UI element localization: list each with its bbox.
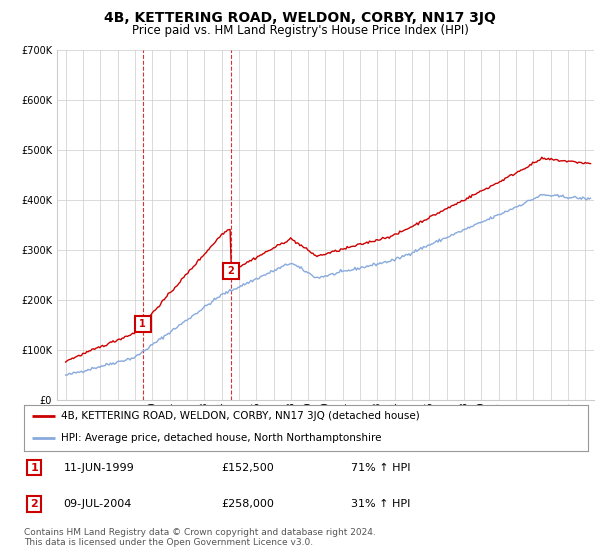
Text: 31% ↑ HPI: 31% ↑ HPI [351,499,410,509]
Text: £258,000: £258,000 [221,499,274,509]
Text: 09-JUL-2004: 09-JUL-2004 [64,499,132,509]
Text: 11-JUN-1999: 11-JUN-1999 [64,463,134,473]
Text: Price paid vs. HM Land Registry's House Price Index (HPI): Price paid vs. HM Land Registry's House … [131,24,469,36]
Text: 71% ↑ HPI: 71% ↑ HPI [351,463,410,473]
Text: 1: 1 [30,463,38,473]
Text: HPI: Average price, detached house, North Northamptonshire: HPI: Average price, detached house, Nort… [61,433,381,444]
Text: 4B, KETTERING ROAD, WELDON, CORBY, NN17 3JQ: 4B, KETTERING ROAD, WELDON, CORBY, NN17 … [104,11,496,25]
Text: 4B, KETTERING ROAD, WELDON, CORBY, NN17 3JQ (detached house): 4B, KETTERING ROAD, WELDON, CORBY, NN17 … [61,412,419,421]
Text: 1: 1 [139,319,146,329]
Text: £152,500: £152,500 [221,463,274,473]
Text: 2: 2 [30,499,38,509]
Text: 2: 2 [227,267,234,277]
Text: Contains HM Land Registry data © Crown copyright and database right 2024.
This d: Contains HM Land Registry data © Crown c… [24,528,376,547]
